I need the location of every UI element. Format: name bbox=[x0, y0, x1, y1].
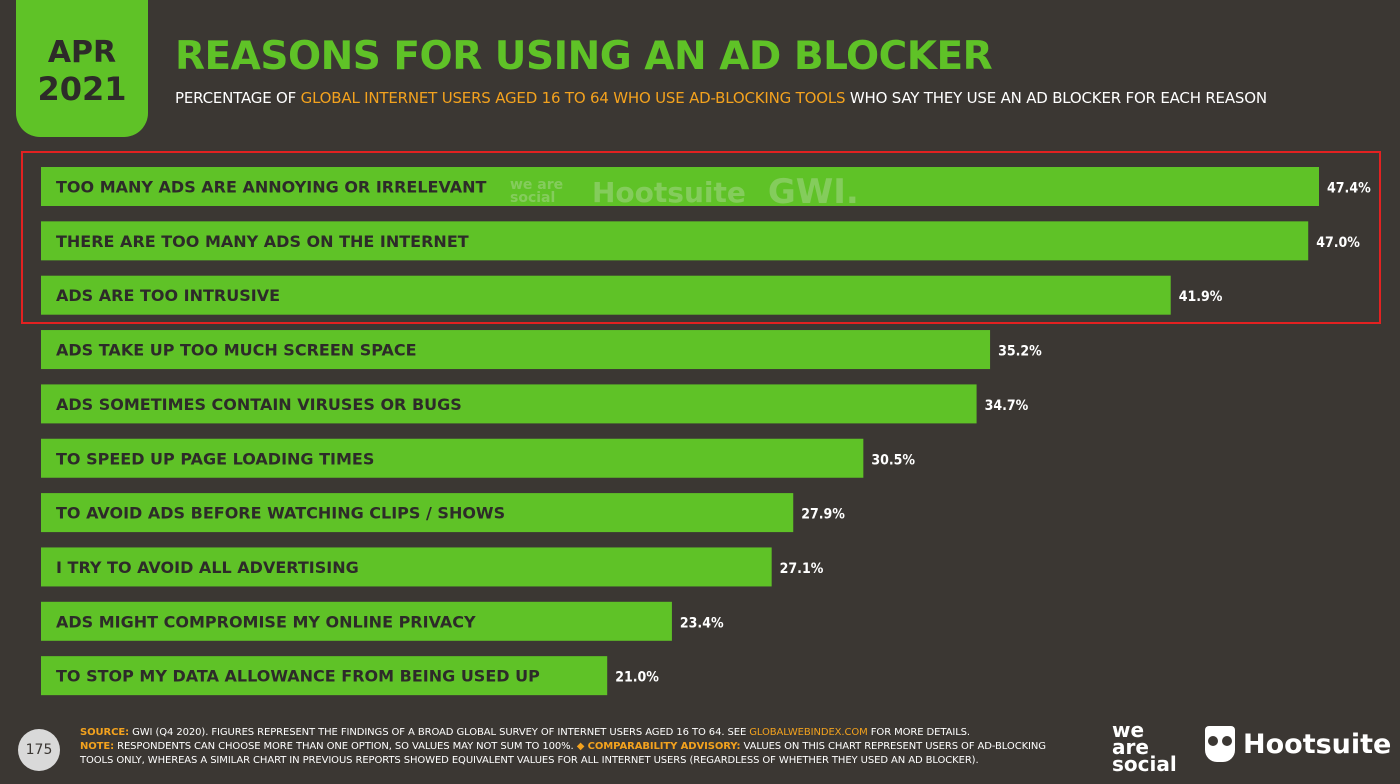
subtitle-suffix: WHO SAY THEY USE AN AD BLOCKER FOR EACH … bbox=[845, 89, 1267, 107]
subtitle-prefix: PERCENTAGE OF bbox=[175, 89, 301, 107]
bar bbox=[41, 656, 608, 696]
value-label: 35.2% bbox=[998, 344, 1042, 360]
page-subtitle: PERCENTAGE OF GLOBAL INTERNET USERS AGED… bbox=[175, 89, 1267, 107]
category-label: THERE ARE TOO MANY ADS ON THE INTERNET bbox=[56, 232, 469, 251]
category-label: ADS TAKE UP TOO MUCH SCREEN SPACE bbox=[56, 341, 417, 360]
value-label: 47.0% bbox=[1316, 235, 1360, 251]
value-label: 27.9% bbox=[801, 507, 845, 523]
value-label: 34.7% bbox=[985, 398, 1029, 414]
source-text: GWI (Q4 2020). FIGURES REPRESENT THE FIN… bbox=[129, 727, 750, 738]
footer-notes: SOURCE: GWI (Q4 2020). FIGURES REPRESENT… bbox=[80, 726, 1070, 768]
category-label: TO SPEED UP PAGE LOADING TIMES bbox=[56, 449, 374, 468]
bar bbox=[41, 167, 1319, 206]
value-label: 27.1% bbox=[780, 561, 824, 577]
bar bbox=[41, 221, 1309, 261]
advisory-text: VALUES ON THIS CHART REPRESENT USERS OF … bbox=[80, 741, 1046, 766]
hootsuite-logo-text: Hootsuite bbox=[1243, 728, 1392, 760]
note-key: NOTE: bbox=[80, 741, 115, 752]
category-label: TO AVOID ADS BEFORE WATCHING CLIPS / SHO… bbox=[56, 504, 505, 523]
bar bbox=[41, 438, 864, 478]
category-label: TOO MANY ADS ARE ANNOYING OR IRRELEVANT bbox=[56, 178, 487, 197]
date-badge: APR 2021 bbox=[16, 0, 148, 137]
page-number: 175 bbox=[18, 729, 60, 771]
bar bbox=[41, 547, 772, 587]
hootsuite-logo: Hootsuite bbox=[1205, 726, 1391, 762]
source-link[interactable]: GLOBALWEBINDEX.COM bbox=[749, 727, 868, 738]
value-label: 47.4% bbox=[1327, 181, 1371, 197]
category-label: ADS SOMETIMES CONTAIN VIRUSES OR BUGS bbox=[56, 395, 462, 414]
date-month: APR bbox=[47, 34, 117, 70]
advisory-key: ◆ COMPARABILITY ADVISORY: bbox=[576, 741, 741, 752]
owl-icon bbox=[1205, 726, 1235, 762]
highlight-box bbox=[21, 151, 1381, 324]
category-label: I TRY TO AVOID ALL ADVERTISING bbox=[56, 558, 359, 577]
bar bbox=[41, 330, 991, 370]
value-label: 23.4% bbox=[680, 615, 724, 631]
page-title: REASONS FOR USING AN AD BLOCKER bbox=[175, 34, 993, 79]
source-end: FOR MORE DETAILS. bbox=[867, 727, 970, 738]
note-text: RESPONDENTS CAN CHOOSE MORE THAN ONE OPT… bbox=[114, 741, 577, 752]
wearesocial-logo: we are social bbox=[1112, 718, 1177, 776]
value-label: 41.9% bbox=[1179, 289, 1223, 305]
date-year: 2021 bbox=[37, 69, 127, 108]
category-label: TO STOP MY DATA ALLOWANCE FROM BEING USE… bbox=[56, 667, 540, 686]
category-label: ADS MIGHT COMPROMISE MY ONLINE PRIVACY bbox=[56, 612, 476, 631]
bar bbox=[41, 601, 672, 641]
bar bbox=[41, 384, 977, 424]
bar bbox=[41, 493, 794, 533]
subtitle-highlight: GLOBAL INTERNET USERS AGED 16 TO 64 WHO … bbox=[300, 89, 846, 107]
category-label: ADS ARE TOO INTRUSIVE bbox=[56, 286, 280, 305]
bar bbox=[41, 275, 1171, 315]
source-key: SOURCE: bbox=[80, 727, 129, 738]
value-label: 21.0% bbox=[615, 670, 659, 686]
value-label: 30.5% bbox=[871, 452, 915, 468]
